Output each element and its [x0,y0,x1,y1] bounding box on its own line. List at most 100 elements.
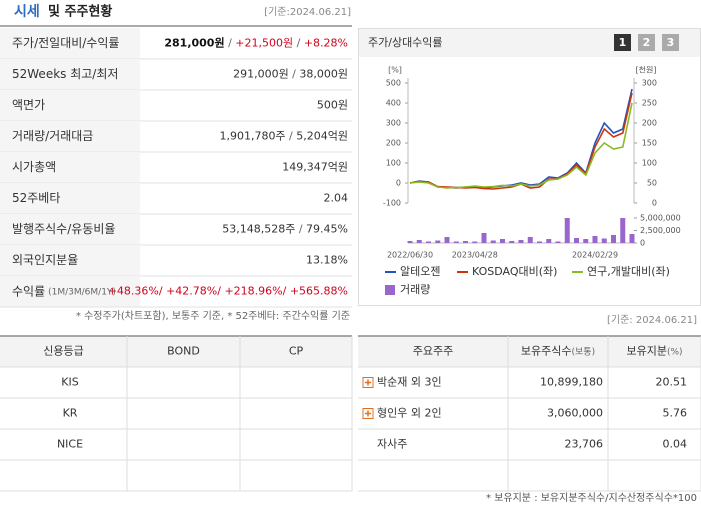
label-cell [0,121,140,152]
chart-title: 주가/상대수익률 [368,36,443,49]
value-part: 1,901,780주 [219,130,285,143]
row-label: 액면가 [12,98,45,112]
volume-bar [546,239,552,243]
y2-tick-label: 150 [642,139,657,148]
label-cell [0,28,140,59]
label-main: 수익률 [12,284,45,298]
v-tick-label: 2,500,000 [640,226,681,235]
value-part: +21,500원 [235,37,293,50]
y-tick-label: 500 [386,79,401,88]
x-tick-label: 2024/02/29 [572,251,618,260]
separator: / [225,37,236,50]
label-cell [0,214,140,245]
holder-name: 자사주 [377,438,407,451]
volume-bar [611,235,616,243]
series-line [409,102,633,189]
holder-name: 형인우 외 2인 [377,407,442,420]
value-part: 2.04 [324,192,349,205]
header-sub: (%) [667,347,683,357]
volume-bar [620,218,626,243]
label-cell [0,276,140,307]
volume-bar [518,240,524,243]
tab-label: 2 [643,36,651,49]
header-main: 주요주주 [413,345,453,358]
header-main: 보유지분 [626,345,666,358]
volume-bar [426,241,431,243]
x-tick-label: 2022/06/30 [387,251,433,260]
row-value: 281,000원 / +21,500원 / +8.28% [164,36,348,50]
volume-bar [490,240,496,243]
legend-label: KOSDAQ대비(좌) [472,265,557,278]
note: * 수정주가(차트포함), 보통주 기준, * 52주베타: 주간수익률 기준 [76,310,350,322]
holder-shares: 23,706 [565,438,604,451]
y2-tick-label: 300 [642,79,657,88]
holder-pct: 20.51 [656,376,688,389]
return-value: +48.36% [108,285,159,298]
row-label: 발행주식수/유동비율 [12,221,115,236]
tab-label: 1 [619,36,627,49]
y-tick-label: -100 [383,199,401,208]
header-cell: 보유주식수(보통) [521,345,595,358]
y2-unit: [천원] [636,65,657,75]
date: [기준: 2024.06.21] [607,314,697,326]
volume-bar [555,241,561,243]
value-part: 53,148,528주 [222,223,295,236]
tab[interactable] [638,34,655,51]
separator: / [286,130,297,143]
y-tick-label: 400 [386,99,401,108]
y2-tick-label: 50 [647,179,657,188]
row-value: 13.18% [306,254,348,267]
volume-bar [592,236,598,243]
agency: KIS [61,376,78,389]
row-value: +48.36%/ +42.78%/ +218.96%/ +565.88% [108,285,348,298]
table-header [358,336,701,367]
volume-bar [435,240,441,243]
separator: / [295,223,306,236]
volume-bar [537,241,542,243]
expand-plus [365,410,371,417]
volume-bar [407,241,413,243]
tab[interactable] [614,34,631,51]
table-header [0,336,352,367]
note: * 보유지분 : 보유지분주식수/지수산정주식수*100 [486,492,697,504]
y-unit: [%] [388,66,402,75]
tab[interactable] [662,34,679,51]
y2-tick-label: 250 [642,99,657,108]
return-value: +42.78% [166,285,217,298]
v-tick-label: 5,000,000 [640,214,681,223]
y-tick-label: 100 [386,159,401,168]
header-cell: 보유지분(%) [626,345,682,358]
value-part: 500원 [317,99,348,112]
row-value: 53,148,528주 / 79.45% [222,223,348,236]
y-tick-label: 200 [386,139,401,148]
y2-tick-label: 100 [642,159,657,168]
header-sub: (보통) [572,346,596,357]
label-cell [0,152,140,183]
holder-pct: 5.76 [663,407,688,420]
volume-bar [564,218,570,243]
legend-label: 연구,개발대비(좌) [587,265,670,278]
y2-tick-label: 200 [642,119,657,128]
row-value: 500원 [317,99,348,112]
y-tick-label: 0 [396,179,401,188]
row-value: 1,901,780주 / 5,204억원 [219,130,348,143]
expand-plus [365,379,371,386]
volume-bar [601,238,607,243]
separator: / [293,37,304,50]
holder-pct: 0.04 [663,438,688,451]
header-cell: 신용등급 [43,345,83,358]
volume-bar [509,241,515,243]
return-value: +565.88% [290,285,348,298]
label-cell [0,183,140,214]
label-cell [0,59,140,90]
holder-shares: 3,060,000 [547,407,603,420]
legend-label: 거래량 [400,283,430,296]
title: 시세 [14,4,40,20]
volume-bar [453,241,459,243]
volume-bar [629,234,635,243]
separator: / [159,285,166,298]
agency: KR [63,407,78,420]
volume-bar [574,238,579,243]
header-cell: CP [289,345,304,358]
volume-bar [481,233,487,243]
